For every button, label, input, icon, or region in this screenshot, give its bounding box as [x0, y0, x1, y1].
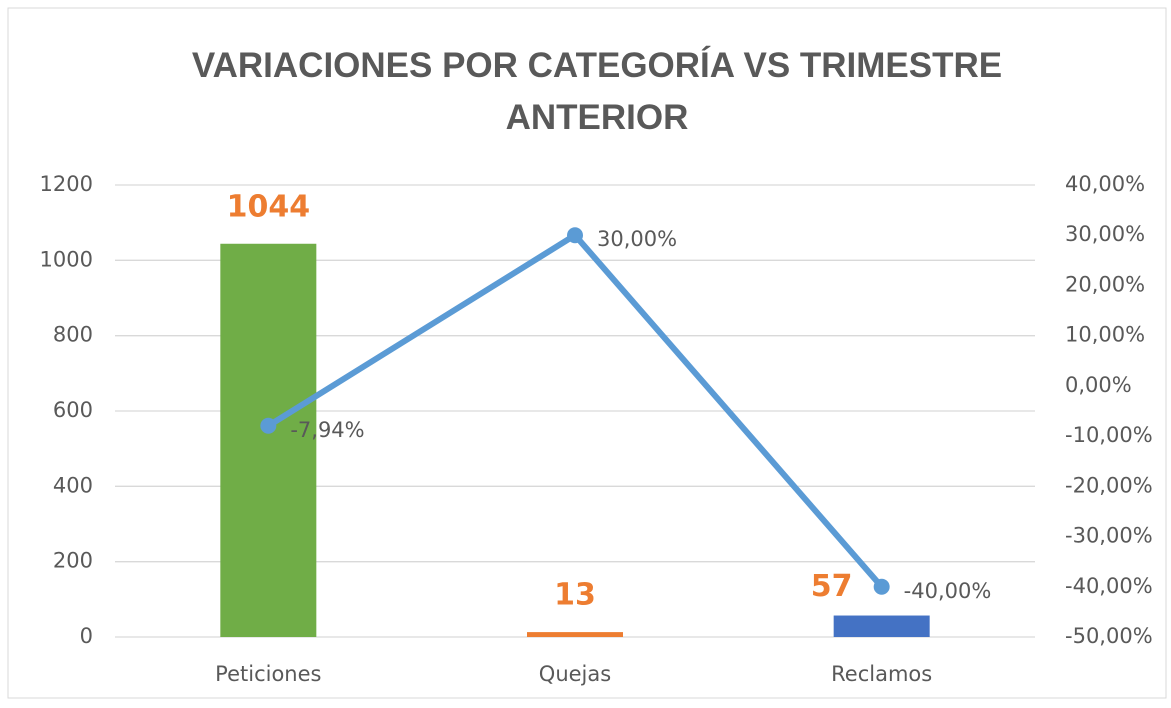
y2-tick-label: 10,00%	[1065, 323, 1145, 347]
chart-frame	[7, 7, 1167, 699]
line-value-label: -40,00%	[904, 579, 992, 603]
bar-value-label: 13	[554, 578, 596, 613]
y-tick-label: 600	[53, 398, 93, 422]
y2-tick-label: 30,00%	[1065, 222, 1145, 246]
y2-tick-label: 0,00%	[1065, 373, 1132, 397]
line-value-label: 30,00%	[597, 227, 677, 251]
y-tick-label: 1000	[40, 247, 93, 271]
bar	[220, 243, 317, 637]
bar	[833, 615, 930, 637]
y2-tick-label: 20,00%	[1065, 272, 1145, 296]
y2-tick-label: 40,00%	[1065, 172, 1145, 196]
line-point	[260, 417, 277, 434]
y2-tick-label: -20,00%	[1065, 473, 1153, 497]
y2-tick-label: -30,00%	[1065, 524, 1153, 548]
y-tick-label: 800	[53, 323, 93, 347]
bar	[527, 632, 623, 637]
line-value-label: -7,94%	[290, 418, 364, 442]
bar-value-label: 1044	[227, 189, 311, 224]
x-tick-label: Quejas	[539, 662, 611, 686]
line-point	[567, 227, 583, 244]
x-tick-label: Reclamos	[831, 662, 932, 686]
y-tick-label: 400	[53, 473, 93, 497]
chart-title: VARIACIONES POR CATEGORÍA VS TRIMESTRE A…	[191, 46, 1003, 137]
bar-value-label: 57	[811, 569, 853, 604]
y-tick-label: 0	[80, 624, 93, 648]
y-tick-label: 200	[53, 549, 93, 573]
y-tick-label: 1200	[40, 172, 93, 196]
y2-tick-label: -40,00%	[1065, 574, 1153, 598]
line-point	[873, 578, 890, 595]
y2-tick-label: -10,00%	[1065, 423, 1153, 447]
y2-tick-label: -50,00%	[1065, 624, 1153, 648]
x-tick-label: Peticiones	[215, 662, 321, 686]
